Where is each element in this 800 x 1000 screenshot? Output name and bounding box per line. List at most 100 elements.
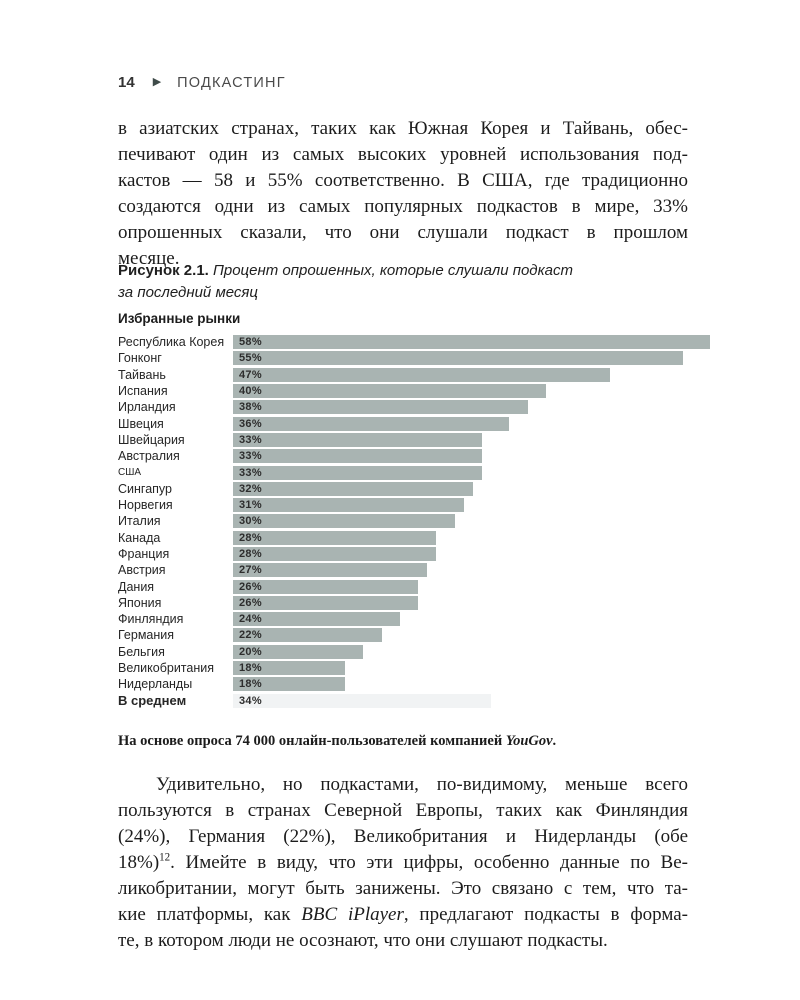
chart-row: В среднем 34% [118,693,718,709]
paragraph-line: те, в котором люди не осознают, что они … [118,928,688,954]
chart-row: Франция 28% [118,546,718,562]
text-segment: кие платформы, как [118,904,302,925]
chart-heading: Избранные рынки [118,311,241,326]
page-number: 14 [118,74,135,91]
chart-bar-value: 55% [239,352,262,365]
chart-row: Дания 26% [118,578,718,594]
chart-row-label: Норвегия [118,498,173,513]
text-segment: в азиатских странах, таких как Южная Кор… [118,118,688,139]
chart-row-label: Республика Корея [118,335,225,350]
text-segment: 18%) [118,852,160,873]
text-segment: опрошенных сказали, что они слушали подк… [118,222,688,243]
chart-bar-value: 26% [239,580,262,593]
chart-row-label: Гонконг [118,351,162,366]
chart-bar: 33% [233,465,482,480]
chart-bar-value: 18% [239,678,262,691]
chart-bar-value: 36% [239,417,262,430]
chart-row-label: Швеция [118,416,164,431]
chart-row-label: Германия [118,628,175,643]
chart-bar: 33% [233,449,482,464]
chart-bar: 30% [233,514,455,529]
chart-row: Финляндия 24% [118,611,718,627]
chart-row: Япония 26% [118,595,718,611]
chart-bar-value: 27% [239,564,262,577]
body-paragraph-1: в азиатских странах, таких как Южная Кор… [118,116,688,272]
chart-bar-value: 47% [239,368,262,381]
chart-bar: 32% [233,481,473,496]
chart-bar: 38% [233,400,528,415]
figure-title-part-1: Процент опрошенных, которые слушали подк… [208,262,574,279]
paragraph-line: (24%), Германия (22%), Великобритания и … [118,824,688,850]
bar-chart: Республика Корея 58% Гонконг 55% Тайвань 47% И… [118,334,718,709]
chart-row-label: Австрия [118,563,166,578]
paragraph-line: 18%)12. Имейте в виду, что эти цифры, ос… [118,850,688,876]
chart-row: Италия 30% [118,513,718,529]
paragraph-line: ликобритании, могут быть занижены. Это с… [118,876,688,902]
chart-row: Ирландия 38% [118,399,718,415]
text-segment: те, в котором люди не осознают, что они … [118,930,608,951]
chart-row: Германия 22% [118,627,718,643]
chart-bar: 40% [233,384,546,399]
chart-bar: 18% [233,661,345,676]
text-segment: (24%), Германия (22%), Великобритания и … [118,826,688,847]
chart-row-label: Италия [118,514,161,529]
chart-bar-value: 28% [239,548,262,560]
chart-row: Испания 40% [118,383,718,399]
text-segment: Удивительно, но подкастами, по-видимому,… [156,774,688,795]
chart-row: Швейцария 33% [118,432,718,448]
chart-bar-value: 18% [239,662,262,675]
chart-row: Гонконг 55% [118,350,718,366]
paragraph-line: кие платформы, как BBC iPlayer, предлага… [118,902,688,928]
chart-bar-value: 24% [239,613,262,626]
text-segment: печивают один из самых высоких уровней и… [118,144,688,165]
text-segment: кастов — 58 и 55% соответственно. В США,… [118,170,688,191]
chart-bar-value: 30% [239,515,262,528]
chart-row-label: США [118,467,142,479]
text-segment: BBC iPlayer [301,904,404,925]
figure-label: Рисунок 2.1. [118,262,209,279]
chart-bar-value: 58% [239,336,262,349]
chart-bar-value: 33% [239,466,262,479]
chart-bar: 27% [233,563,427,578]
chart-row-label: Бельгия [118,644,165,659]
chart-bar: 36% [233,416,509,431]
chart-bar-value: 22% [239,629,262,642]
chart-bar: 26% [233,579,418,594]
chart-bar-value: 40% [239,385,262,398]
chart-bar-value: 33% [239,433,262,446]
figure-caption: Рисунок 2.1. Процент опрошенных, которые… [118,260,688,304]
text-segment: . [552,733,557,749]
chart-bar: 22% [233,628,382,643]
chart-bar-value: 28% [239,531,262,544]
chart-row: Швеция 36% [118,415,718,431]
chart-row: Тайвань 47% [118,367,718,383]
chart-bar: 28% [233,530,436,545]
paragraph-line: месяце. [118,246,688,272]
chart-row-label: В среднем [118,693,187,709]
chart-row: Великобритания 18% [118,660,718,676]
chart-bar: 24% [233,612,400,627]
paragraph-line: создаются одни из самых популярных подка… [118,194,688,220]
chart-row: Австралия 33% [118,448,718,464]
chart-source-note: На основе опроса 74 000 онлайн-пользоват… [118,733,698,750]
paragraph-line: пользуются в странах Северной Европы, та… [118,798,688,824]
chart-row-label: Нидерланды [118,677,193,692]
chart-bar: 58% [233,335,710,350]
chart-row: Австрия 27% [118,562,718,578]
text-segment: месяце. [118,248,180,269]
chart-row: Бельгия 20% [118,644,718,660]
chart-row: Норвегия 31% [118,497,718,513]
chart-row: Канада 28% [118,530,718,546]
chart-row-label: Тайвань [118,367,166,382]
chart-row-label: Испания [118,384,168,399]
chart-row-label: Австралия [118,449,180,464]
chart-row-label: Ирландия [118,400,176,415]
section-title: ПОДКАСТИНГ [177,74,286,91]
chart-bar-value: 31% [239,499,262,512]
text-segment: YouGov [505,733,553,749]
page-header: 14 ▶ ПОДКАСТИНГ [118,74,286,91]
chart-row: Республика Корея 58% [118,334,718,350]
paragraph-line: Удивительно, но подкастами, по-видимому,… [118,772,688,798]
chart-row: Сингапур 32% [118,481,718,497]
